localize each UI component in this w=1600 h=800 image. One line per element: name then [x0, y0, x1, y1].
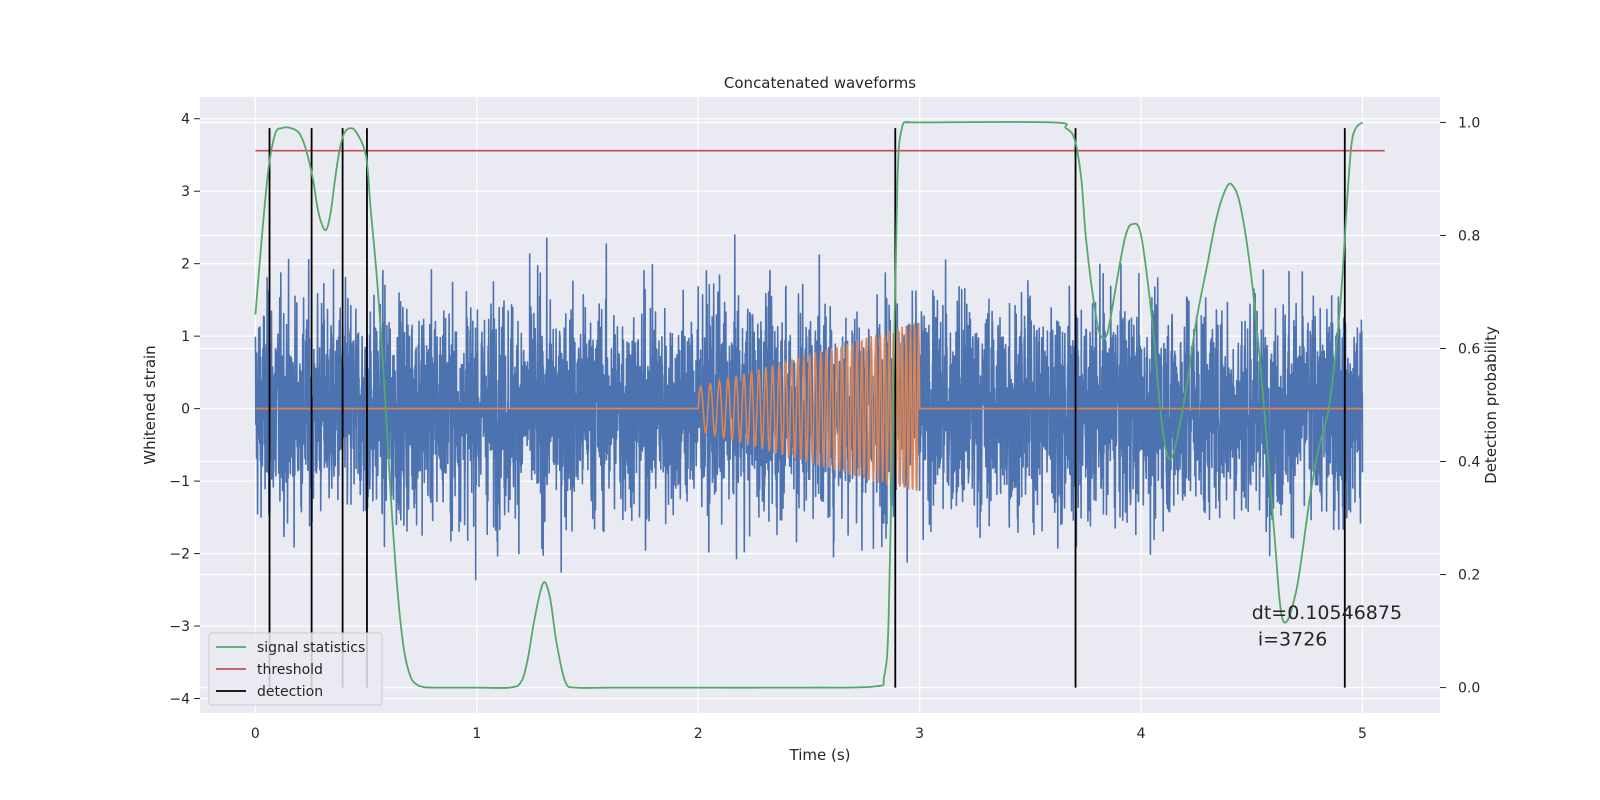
noise-line	[254, 234, 1364, 581]
y2-axis-label: Detection probability	[1482, 326, 1500, 484]
chart-title: Concatenated waveforms	[724, 74, 916, 92]
y2-tick-label: 0.4	[1458, 455, 1480, 471]
y-tick-label: 4	[181, 112, 190, 128]
x-tick-label: 4	[1137, 726, 1146, 742]
chirp-line	[255, 322, 1363, 491]
x-tick-label: 3	[915, 726, 924, 742]
y2-tick-label: 0.6	[1458, 341, 1480, 357]
y2-tick-label: 1.0	[1458, 115, 1480, 131]
y2-tick-label: 0.8	[1458, 228, 1480, 244]
y-tick-label: −2	[169, 547, 190, 563]
x-axis-label: Time (s)	[789, 746, 851, 764]
y-axis-label: Whitened strain	[141, 345, 159, 464]
legend-label-detection: detection	[257, 684, 323, 700]
annotation-dt: dt=0.10546875	[1252, 602, 1402, 624]
x-tick-label: 5	[1358, 726, 1367, 742]
y-tick-label: 3	[181, 184, 190, 200]
chirp-series	[255, 322, 1363, 491]
noise-series	[254, 234, 1364, 581]
legend: signal statistics threshold detection	[208, 632, 383, 706]
annotation-i: i=3726	[1252, 629, 1328, 651]
y2-tick-label: 0.0	[1458, 681, 1480, 697]
y-tick-label: 0	[181, 402, 190, 418]
legend-label-signal-statistics: signal statistics	[257, 640, 365, 656]
y-tick-label: −3	[169, 619, 190, 635]
detection-series	[268, 128, 1346, 688]
signal-statistics-series	[254, 121, 1364, 689]
x-tick-label: 0	[251, 726, 260, 742]
y-tick-label: 2	[181, 257, 190, 273]
ticks: 0 1 2 3 4 5 −4 −3 −2 −1 0 1 2 3 4 0.0 0.2 0.4 0.6 0.8 1.0	[169, 112, 1480, 742]
y-tick-label: 1	[181, 329, 190, 345]
x-tick-label: 2	[694, 726, 703, 742]
y-tick-label: −4	[169, 692, 190, 708]
signal-statistics-line	[254, 121, 1364, 689]
legend-label-threshold: threshold	[257, 662, 323, 678]
y-tick-label: −1	[169, 474, 190, 490]
y2-tick-label: 0.2	[1458, 568, 1480, 584]
x-tick-label: 1	[472, 726, 481, 742]
